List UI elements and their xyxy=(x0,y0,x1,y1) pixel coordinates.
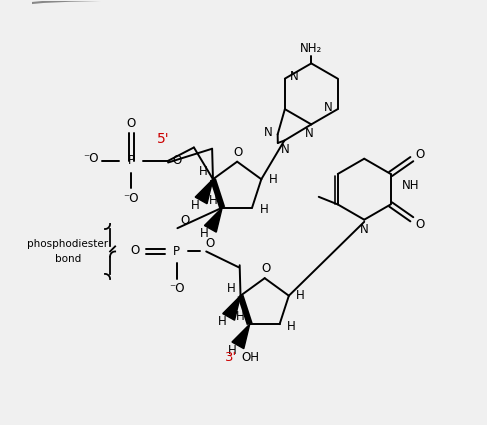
Text: O: O xyxy=(416,218,425,231)
Text: H: H xyxy=(208,193,217,207)
Text: NH₂: NH₂ xyxy=(300,42,322,55)
Text: H: H xyxy=(200,227,209,241)
Text: N: N xyxy=(281,143,290,156)
Text: O: O xyxy=(180,214,189,227)
Text: O: O xyxy=(261,262,270,275)
Text: H: H xyxy=(236,310,245,323)
Text: O: O xyxy=(206,237,215,250)
Text: N: N xyxy=(324,101,333,113)
Text: phosphodiester: phosphodiester xyxy=(27,239,108,249)
Text: H: H xyxy=(287,320,296,333)
Text: H: H xyxy=(218,315,227,329)
Text: ⁻O: ⁻O xyxy=(83,152,99,165)
Text: N: N xyxy=(290,70,299,83)
Text: H: H xyxy=(227,344,236,357)
Text: ⁻O: ⁻O xyxy=(169,282,184,295)
Text: H: H xyxy=(227,282,236,295)
Text: O: O xyxy=(127,117,136,130)
Text: ⁻O: ⁻O xyxy=(124,192,139,204)
Text: O: O xyxy=(173,154,182,167)
Text: H: H xyxy=(260,203,268,216)
Text: 3': 3' xyxy=(225,351,237,364)
Polygon shape xyxy=(205,208,222,232)
Text: H: H xyxy=(296,289,305,302)
Text: P: P xyxy=(173,245,180,258)
Polygon shape xyxy=(195,179,213,204)
Text: NH: NH xyxy=(402,179,420,192)
Text: O: O xyxy=(416,147,425,161)
Text: N: N xyxy=(264,126,273,139)
Text: N: N xyxy=(305,127,314,140)
Text: O: O xyxy=(131,244,140,257)
Text: 5': 5' xyxy=(157,132,169,146)
Text: OH: OH xyxy=(242,351,260,364)
Text: P: P xyxy=(128,154,135,167)
Text: H: H xyxy=(191,199,200,212)
Text: H: H xyxy=(199,165,208,178)
Text: O: O xyxy=(233,146,243,159)
Polygon shape xyxy=(232,324,250,348)
Text: bond: bond xyxy=(55,254,81,264)
Text: H: H xyxy=(269,173,278,186)
Polygon shape xyxy=(223,296,241,320)
Text: N: N xyxy=(359,224,368,236)
